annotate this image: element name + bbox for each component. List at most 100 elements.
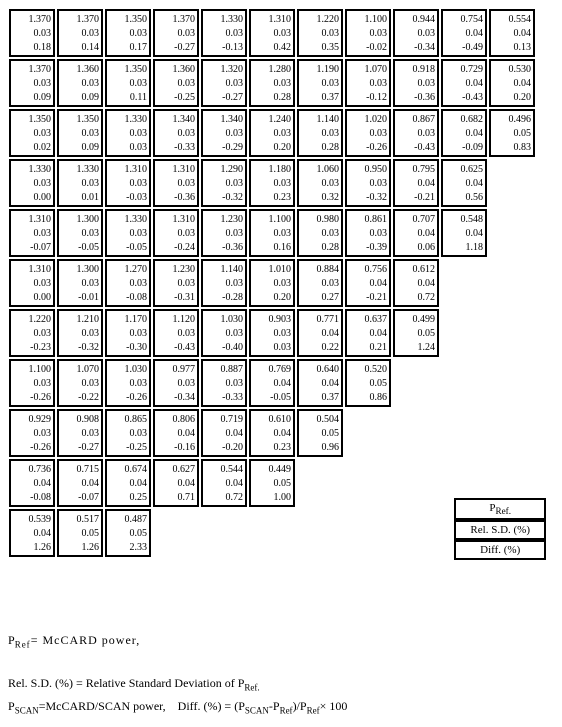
cell-pref: 1.350 — [109, 13, 147, 26]
data-cell: 1.3100.030.42 — [249, 9, 295, 57]
cell-diff: -0.43 — [445, 91, 483, 104]
cell-diff: -0.07 — [13, 241, 51, 254]
cell-diff: -0.09 — [445, 141, 483, 154]
grid-row: 1.1000.03-0.261.0700.03-0.221.0300.03-0.… — [8, 358, 554, 408]
cell-diff: -0.31 — [157, 291, 195, 304]
cell-relsd: 0.03 — [109, 177, 147, 190]
cell-diff: -0.21 — [397, 191, 435, 204]
cell-pref: 1.220 — [301, 13, 339, 26]
data-cell: 1.3000.03-0.05 — [57, 209, 103, 257]
grid-row: 1.3100.030.001.3000.03-0.011.2700.03-0.0… — [8, 258, 554, 308]
cell-diff: -0.28 — [205, 291, 243, 304]
data-cell: 1.0700.03-0.22 — [57, 359, 103, 407]
cell-pref: 0.612 — [397, 263, 435, 276]
data-cell: 0.7190.04-0.20 — [201, 409, 247, 457]
cell-pref: 1.360 — [157, 63, 195, 76]
cell-pref: 1.330 — [205, 13, 243, 26]
data-cell: 0.8060.04-0.16 — [153, 409, 199, 457]
cell-diff: 0.20 — [493, 91, 531, 104]
cell-relsd: 0.04 — [253, 427, 291, 440]
cell-relsd: 0.03 — [253, 277, 291, 290]
fn3-e: )/P — [293, 699, 307, 713]
data-cell: 0.9290.03-0.26 — [9, 409, 55, 457]
data-cell: 0.6120.040.72 — [393, 259, 439, 307]
legend-box: PRef. Rel. S.D. (%) Diff. (%) — [454, 498, 546, 560]
data-cell: 1.2800.030.28 — [249, 59, 295, 107]
cell-diff: 0.72 — [205, 491, 243, 504]
cell-diff: 0.27 — [301, 291, 339, 304]
data-cell: 1.3600.03-0.25 — [153, 59, 199, 107]
cell-pref: 0.610 — [253, 413, 291, 426]
cell-relsd: 0.03 — [13, 277, 51, 290]
cell-pref: 0.682 — [445, 113, 483, 126]
cell-relsd: 0.04 — [445, 27, 483, 40]
cell-pref: 1.010 — [253, 263, 291, 276]
data-cell: 0.8670.03-0.43 — [393, 109, 439, 157]
cell-pref: 0.918 — [397, 63, 435, 76]
data-cell: 0.6250.040.56 — [441, 159, 487, 207]
data-cell: 0.7150.04-0.07 — [57, 459, 103, 507]
cell-diff: -0.12 — [349, 91, 387, 104]
cell-relsd: 0.04 — [157, 477, 195, 490]
data-cell: 1.3100.03-0.03 — [105, 159, 151, 207]
cell-relsd: 0.03 — [13, 427, 51, 440]
cell-diff: 1.18 — [445, 241, 483, 254]
cell-diff: 0.09 — [61, 141, 99, 154]
data-cell: 1.1400.030.28 — [297, 109, 343, 157]
cell-pref: 1.060 — [301, 163, 339, 176]
data-cell: 1.0200.03-0.26 — [345, 109, 391, 157]
data-cell: 1.1900.030.37 — [297, 59, 343, 107]
cell-pref: 0.929 — [13, 413, 51, 426]
data-cell: 0.7690.04-0.05 — [249, 359, 295, 407]
cell-diff: 0.37 — [301, 391, 339, 404]
cell-relsd: 0.03 — [109, 377, 147, 390]
cell-diff: -0.34 — [397, 41, 435, 54]
cell-diff: -0.05 — [253, 391, 291, 404]
cell-relsd: 0.03 — [13, 77, 51, 90]
cell-relsd: 0.03 — [349, 77, 387, 90]
cell-relsd: 0.03 — [13, 27, 51, 40]
cell-relsd: 0.03 — [109, 227, 147, 240]
cell-relsd: 0.03 — [61, 177, 99, 190]
cell-pref: 1.300 — [61, 213, 99, 226]
data-cell: 1.1800.030.23 — [249, 159, 295, 207]
cell-diff: -0.29 — [205, 141, 243, 154]
cell-relsd: 0.04 — [445, 77, 483, 90]
cell-diff: -0.32 — [61, 341, 99, 354]
cell-pref: 0.944 — [397, 13, 435, 26]
data-cell: 1.3300.030.00 — [9, 159, 55, 207]
data-cell: 1.3200.03-0.27 — [201, 59, 247, 107]
data-cell: 1.3100.03-0.24 — [153, 209, 199, 257]
cell-relsd: 0.03 — [205, 27, 243, 40]
data-cell: 0.4990.051.24 — [393, 309, 439, 357]
cell-pref: 1.330 — [109, 113, 147, 126]
cell-diff: -0.23 — [13, 341, 51, 354]
cell-diff: -0.01 — [61, 291, 99, 304]
data-cell: 0.5200.050.86 — [345, 359, 391, 407]
data-cell: 0.7360.04-0.08 — [9, 459, 55, 507]
cell-pref: 1.310 — [253, 13, 291, 26]
fn2-sub: Ref. — [244, 683, 259, 693]
cell-pref: 1.370 — [61, 13, 99, 26]
cell-diff: -0.25 — [157, 91, 195, 104]
cell-pref: 0.887 — [205, 363, 243, 376]
fn3-sub2: SCAN — [245, 705, 269, 715]
cell-diff: -0.16 — [157, 441, 195, 454]
cell-pref: 1.070 — [349, 63, 387, 76]
cell-pref: 1.310 — [13, 213, 51, 226]
cell-relsd: 0.03 — [157, 277, 195, 290]
data-cell: 1.1000.03-0.02 — [345, 9, 391, 57]
cell-diff: 0.01 — [61, 191, 99, 204]
cell-diff: 0.14 — [61, 41, 99, 54]
cell-diff: 0.13 — [493, 41, 531, 54]
cell-relsd: 0.04 — [301, 377, 339, 390]
cell-diff: -0.05 — [61, 241, 99, 254]
data-cell: 1.1000.03-0.26 — [9, 359, 55, 407]
cell-diff: -0.43 — [397, 141, 435, 154]
cell-diff: 0.20 — [253, 141, 291, 154]
data-cell: 1.2300.03-0.36 — [201, 209, 247, 257]
cell-relsd: 0.04 — [397, 177, 435, 190]
cell-diff: -0.36 — [397, 91, 435, 104]
data-cell: 0.4490.051.00 — [249, 459, 295, 507]
cell-relsd: 0.03 — [157, 327, 195, 340]
